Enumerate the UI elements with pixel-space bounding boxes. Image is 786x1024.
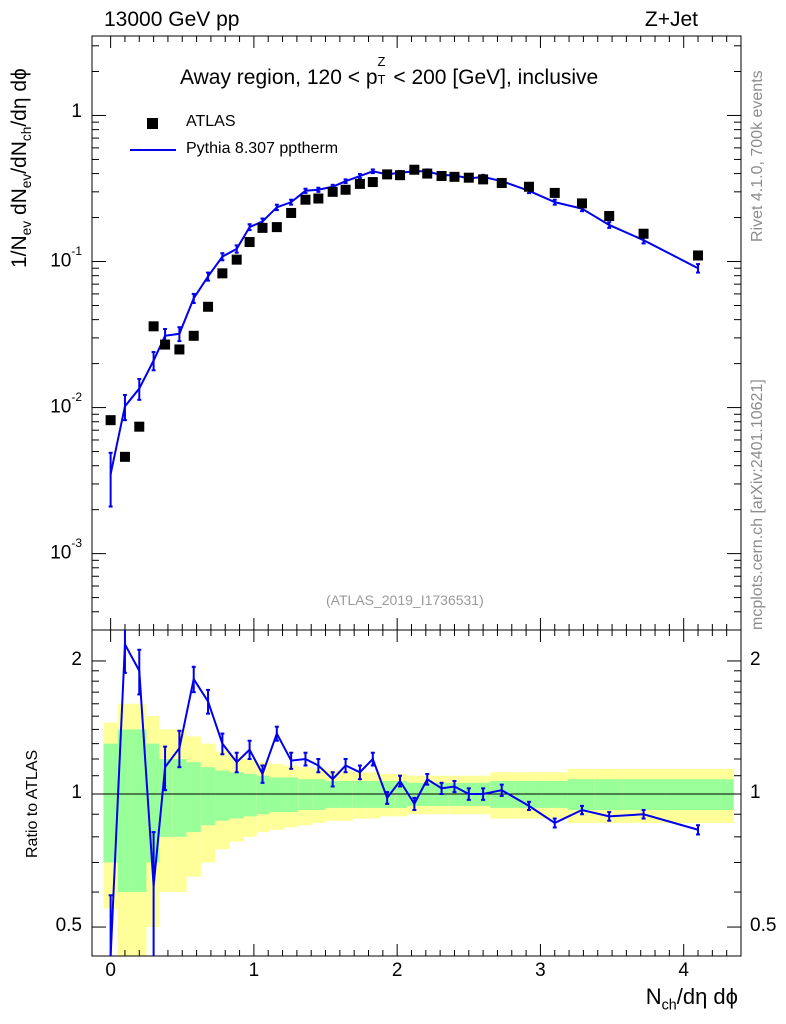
- atlas-data-point: [693, 250, 704, 261]
- ratio-band-green: [229, 772, 244, 819]
- energy-label: 13000 GeV pp: [104, 8, 240, 31]
- atlas-data-point: [367, 177, 378, 188]
- axis-ticks: [92, 36, 741, 956]
- ratio-band-green: [186, 762, 201, 833]
- ratio-tick-label: 0.5: [55, 915, 82, 937]
- x-tick-label: 2: [391, 960, 403, 981]
- atlas-data-point: [422, 168, 433, 179]
- atlas-data-point: [313, 193, 324, 204]
- ratio-tick-label-right: 2: [750, 648, 761, 670]
- rivet-version-label: Rivet 4.1.0, 700k events: [749, 70, 766, 242]
- ratio-band-green: [283, 777, 299, 813]
- atlas-data-point: [174, 344, 185, 355]
- atlas-data-point: [105, 415, 116, 426]
- legend-markers: [130, 118, 176, 151]
- ratio-band-green: [243, 773, 257, 817]
- ratio-band-green: [298, 779, 313, 811]
- ratio-band-green: [622, 779, 666, 811]
- atlas-data-point: [449, 171, 460, 182]
- ratio-frame: [91, 629, 742, 957]
- atlas-data-point: [231, 254, 242, 265]
- atlas-data-point: [436, 171, 447, 182]
- atlas-data-point: [478, 174, 489, 185]
- atlas-data-point: [300, 194, 311, 205]
- ratio-band-green: [312, 779, 326, 811]
- x-tick-label: 1: [248, 960, 260, 981]
- atlas-data-point: [217, 268, 228, 279]
- atlas-data-point: [496, 177, 507, 188]
- x-tick-label: 3: [535, 960, 546, 981]
- atlas-data-point: [409, 164, 420, 175]
- ratio-tick-label: 1: [71, 782, 82, 803]
- ratio-band-green: [567, 779, 595, 811]
- atlas-data-point: [134, 421, 145, 432]
- data-series: [105, 164, 704, 462]
- ratio-band-green: [117, 729, 133, 893]
- x-axis-label: Nch/dη dϕ: [645, 984, 738, 1014]
- ratio-series: [108, 630, 701, 956]
- atlas-data-point: [340, 184, 351, 195]
- atlas-data-point: [119, 451, 130, 462]
- x-tick-label: 4: [678, 960, 689, 981]
- ratio-tick-label-right: 0.5: [750, 915, 777, 937]
- atlas-data-point: [286, 207, 297, 218]
- legend-entry-atlas: ATLAS: [186, 113, 236, 130]
- atlas-data-point: [203, 301, 214, 312]
- ratio-tick-label: 2: [71, 648, 82, 670]
- ratio-band-green: [132, 729, 147, 893]
- y-tick-label: 10-2: [50, 389, 82, 417]
- atlas-data-point: [395, 170, 406, 181]
- atlas-data-point: [549, 187, 560, 198]
- atlas-data-point: [188, 330, 199, 341]
- atlas-data-point: [148, 321, 159, 332]
- ratio-band-green: [172, 759, 187, 837]
- ratio-uncertainty-bands: [103, 703, 734, 956]
- y-axis-label: 1/Nev dNev/dNch/dη dϕ: [8, 68, 35, 268]
- ratio-band-green: [665, 779, 734, 811]
- analysis-reference: (ATLAS_2019_I1736531): [326, 592, 484, 608]
- atlas-data-point: [638, 228, 649, 239]
- mcplots-label: mcplots.cern.ch [arXiv:2401.10621]: [749, 379, 766, 630]
- y-tick-label: 10-3: [50, 535, 82, 563]
- atlas-data-point: [382, 169, 393, 180]
- atlas-data-point: [257, 222, 268, 233]
- x-tick-label: 0: [105, 960, 116, 981]
- y-tick-label: 10-1: [50, 243, 82, 271]
- atlas-data-point: [160, 339, 171, 350]
- atlas-data-point: [523, 181, 534, 192]
- ratio-band-green: [256, 775, 270, 815]
- atlas-data-point: [604, 210, 615, 221]
- legend-marker-atlas: [147, 118, 158, 129]
- atlas-data-point: [576, 198, 587, 209]
- ratio-band-green: [269, 777, 284, 813]
- atlas-data-point: [327, 186, 338, 197]
- atlas-data-point: [463, 172, 474, 183]
- plot-frames: [91, 35, 742, 957]
- ratio-band-green: [594, 779, 623, 811]
- y-tick-label: 1: [71, 101, 82, 123]
- ratio-band-green: [200, 767, 216, 826]
- ratio-band-green: [215, 770, 230, 821]
- legend-entry-pythia: Pythia 8.307 pptherm: [186, 140, 339, 157]
- process-label: Z+Jet: [644, 8, 698, 31]
- ratio-tick-label-right: 1: [750, 782, 761, 803]
- atlas-data-point: [354, 178, 365, 189]
- ratio-band-green: [103, 743, 118, 863]
- atlas-data-point: [271, 222, 282, 233]
- ratio-band-green: [159, 759, 173, 837]
- atlas-data-point: [244, 237, 255, 248]
